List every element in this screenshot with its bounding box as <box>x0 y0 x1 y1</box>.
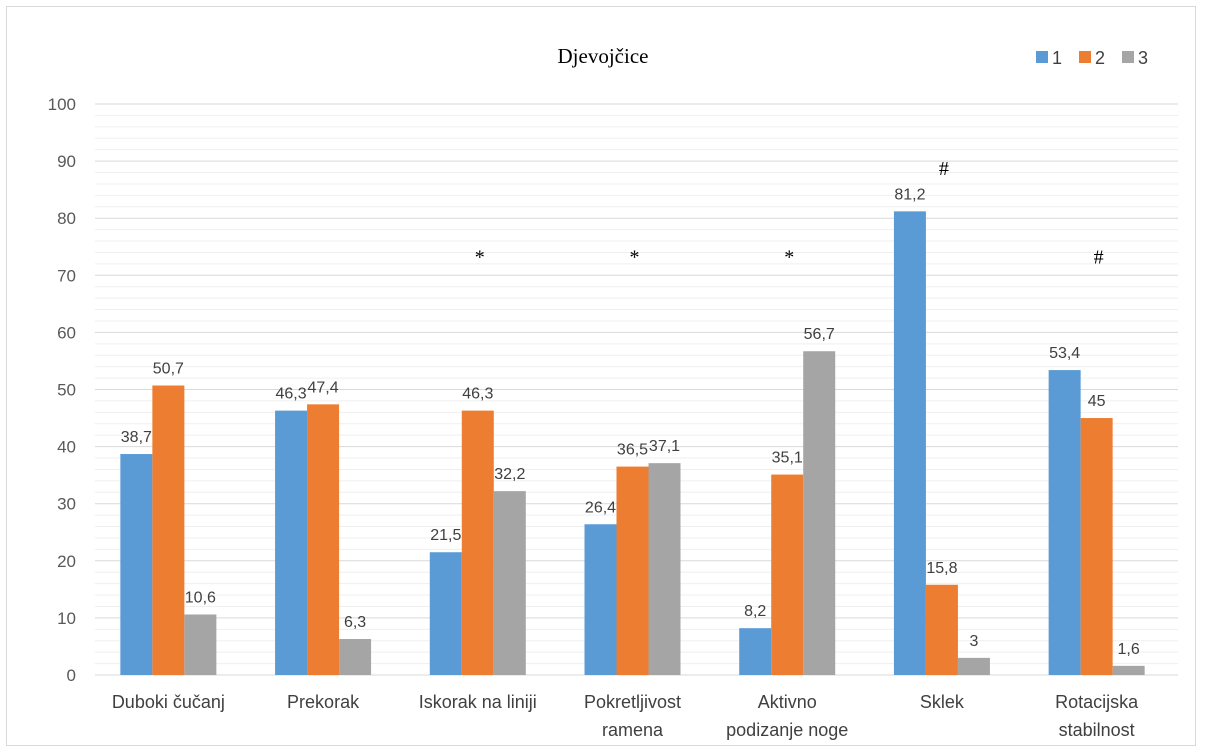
bar-series-3 <box>339 639 372 675</box>
y-tick-label: 40 <box>57 438 76 457</box>
data-label: 15,8 <box>926 560 957 577</box>
category-label: Rotacijska <box>1055 692 1139 712</box>
bar-series-3 <box>803 351 836 675</box>
data-labels: 38,746,321,526,48,281,253,450,747,4 46,33… <box>121 186 1140 658</box>
significance-marker: # <box>1094 246 1104 268</box>
data-label: 47,4 <box>308 379 339 396</box>
data-label: 37,1 <box>649 438 680 455</box>
x-axis: Duboki čučanj Prekorak Iskorak na liniji Po… <box>112 692 1139 740</box>
y-tick-label: 60 <box>57 323 76 342</box>
data-label: 8,2 <box>744 603 766 620</box>
bar-series-2 <box>616 466 649 675</box>
bar-series-2 <box>461 410 494 675</box>
data-label: 46,3 <box>276 386 307 403</box>
bar-series-2 <box>152 385 185 675</box>
data-label: 81,2 <box>894 186 925 203</box>
bar-series-1 <box>1048 370 1081 675</box>
bar-series-2 <box>771 474 804 675</box>
y-tick-label: 100 <box>48 95 76 114</box>
data-label: 56,7 <box>804 326 835 343</box>
bar-series-1 <box>429 552 462 675</box>
category-label: Pokretljivost <box>584 692 681 712</box>
legend-swatch-2 <box>1079 51 1091 63</box>
bar-series-3 <box>184 614 217 675</box>
data-label: 38,7 <box>121 429 152 446</box>
legend: 1 2 3 <box>1036 48 1148 68</box>
category-label: Iskorak na liniji <box>419 692 537 712</box>
data-label: 21,5 <box>430 527 461 544</box>
category-label: Aktivno <box>758 692 817 712</box>
y-tick-label: 50 <box>57 381 76 400</box>
bar-series-1 <box>739 628 772 675</box>
bar-series-1 <box>120 454 153 675</box>
bar-series-3 <box>1112 665 1145 675</box>
bar-series-2 <box>307 404 340 675</box>
significance-marker: * <box>630 246 640 268</box>
bar-series-2 <box>1080 418 1113 675</box>
category-label: Prekorak <box>287 692 360 712</box>
bar-series-1 <box>275 410 308 675</box>
significance-marker: * <box>784 246 794 268</box>
legend-swatch-3 <box>1122 51 1134 63</box>
bars <box>120 211 1145 675</box>
bar-series-3 <box>493 491 526 675</box>
significance-marker: # <box>939 158 949 180</box>
significance-marker: * <box>475 246 485 268</box>
bar-series-1 <box>893 211 926 675</box>
category-label: Duboki čučanj <box>112 692 225 712</box>
data-label: 35,1 <box>772 450 803 467</box>
category-label: stabilnost <box>1059 720 1135 740</box>
category-label: podizanje noge <box>726 720 848 740</box>
bar-series-3 <box>648 463 681 675</box>
y-tick-label: 70 <box>57 266 76 285</box>
significance-markers: * * * # # <box>475 158 1104 269</box>
data-label: 1,6 <box>1118 641 1140 658</box>
legend-label: 2 <box>1095 48 1105 68</box>
data-label: 10,6 <box>185 589 216 606</box>
bar-series-1 <box>584 524 617 675</box>
data-label: 36,5 <box>617 442 648 459</box>
data-label: 46,3 <box>462 386 493 403</box>
legend-label: 1 <box>1052 48 1062 68</box>
y-tick-label: 80 <box>57 209 76 228</box>
y-tick-label: 20 <box>57 552 76 571</box>
y-tick-label: 10 <box>57 609 76 628</box>
data-label: 32,2 <box>494 466 525 483</box>
category-label: ramena <box>602 720 664 740</box>
y-tick-label: 90 <box>57 152 76 171</box>
chart-title: Djevojčice <box>558 44 649 68</box>
data-label: 6,3 <box>344 614 366 631</box>
bar-series-3 <box>957 657 990 675</box>
data-label: 53,4 <box>1049 345 1080 362</box>
data-label: 50,7 <box>153 361 184 378</box>
y-tick-label: 0 <box>67 666 76 685</box>
bar-series-2 <box>925 584 958 675</box>
data-label: 26,4 <box>585 499 616 516</box>
y-tick-label: 30 <box>57 495 76 514</box>
data-label: 45 <box>1088 393 1106 410</box>
legend-swatch-1 <box>1036 51 1048 63</box>
data-label: 3 <box>969 633 978 650</box>
category-label: Sklek <box>920 692 965 712</box>
legend-label: 3 <box>1138 48 1148 68</box>
